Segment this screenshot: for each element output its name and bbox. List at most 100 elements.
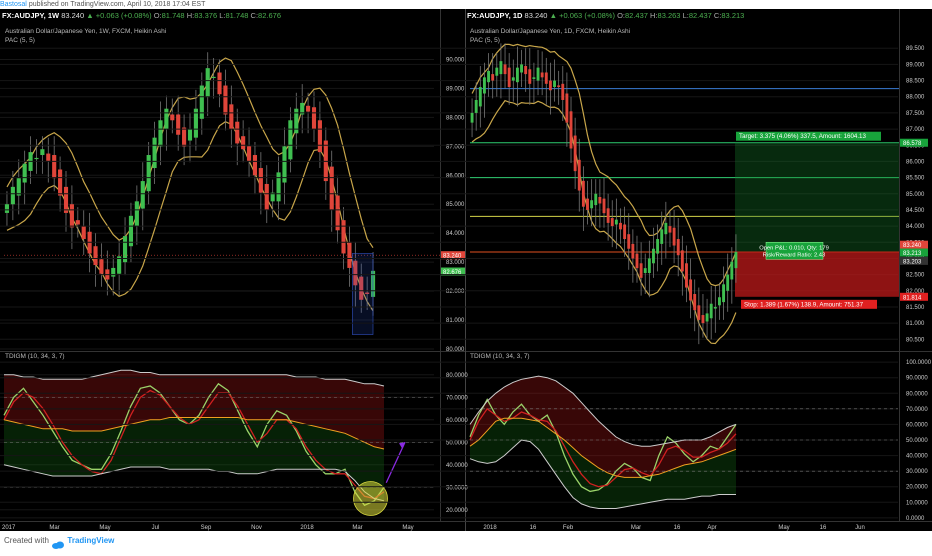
right-candle-body xyxy=(660,229,664,244)
left-close: 82.676 xyxy=(258,11,281,20)
left-open: 81.748 xyxy=(161,11,185,20)
right-open: 82.437 xyxy=(624,11,648,20)
left-candle-body xyxy=(199,85,204,119)
tradingview-link[interactable]: TradingView xyxy=(67,536,115,545)
charts-svg[interactable]: 90.000 89.000 88.000 87.000 86.000 85.000 84.0… xyxy=(0,9,932,531)
chart-area[interactable]: 90.000 89.000 88.000 87.000 86.000 85.000 84.0… xyxy=(0,9,932,531)
right-x-tick-label: 16 xyxy=(674,525,681,531)
left-osc-tick-label: 20.0000 xyxy=(446,508,468,514)
left-symbol: FX:AUDJPY, 1W xyxy=(2,11,60,20)
left-candle-body xyxy=(128,215,134,247)
right-candle-body xyxy=(652,248,655,264)
right-target-price-label: 86.578 xyxy=(903,141,922,147)
right-candle-body xyxy=(577,159,581,191)
left-candle-body xyxy=(16,178,21,196)
right-candle-body xyxy=(643,268,647,273)
left-close-badge xyxy=(441,267,465,276)
right-osc-tick-label: 40.0000 xyxy=(906,454,928,460)
right-price-tick-label: 80.500 xyxy=(906,337,925,343)
left-osc-tick-label: 80.0000 xyxy=(446,373,468,379)
tradingview-logo-icon xyxy=(51,537,65,549)
right-candle-body xyxy=(726,274,730,291)
left-candle-body xyxy=(69,204,74,228)
left-osc-arrow-line xyxy=(385,441,406,484)
left-candle-body xyxy=(58,169,63,196)
left-candle-body xyxy=(93,246,98,266)
left-candle-body xyxy=(164,108,169,129)
right-candle-body xyxy=(734,251,738,269)
right-candle-body xyxy=(705,313,709,322)
right-pnl-line1: Open P&L: 0.010, Qty: 179 xyxy=(759,245,829,251)
right-candle-body xyxy=(730,261,734,280)
right-osc-tick-label: 30.0000 xyxy=(906,469,928,475)
left-osc-upper-band-fill xyxy=(4,370,384,449)
right-candle-body xyxy=(507,67,511,88)
right-osc-tick-label: 70.0000 xyxy=(906,407,928,413)
right-candle-body xyxy=(586,198,589,210)
right-candle-body xyxy=(515,67,519,83)
publish-bar: Bastosal published on TradingView.com, A… xyxy=(0,0,932,9)
left-candle-body xyxy=(335,195,340,231)
left-x-tick-label: Mar xyxy=(352,525,362,531)
right-price-tick-label: 88.500 xyxy=(906,79,925,85)
right-candle-body xyxy=(569,111,573,149)
right-x-tick-label: 16 xyxy=(820,525,827,531)
left-x-tick-label: Sep xyxy=(201,525,212,531)
right-candle-body xyxy=(548,80,552,91)
author-link[interactable]: Bastosal xyxy=(0,1,27,8)
right-candle-body xyxy=(528,69,532,84)
right-osc-tick-label: 100.0000 xyxy=(906,360,932,366)
right-candle-body xyxy=(532,77,536,79)
right-target-label-bg xyxy=(736,131,881,141)
right-candle-body xyxy=(623,224,627,240)
right-candle-body xyxy=(606,208,610,223)
right-price-tick-label: 84.000 xyxy=(906,224,925,230)
right-osc-tick-label: 0.0000 xyxy=(906,516,925,522)
left-candle-body xyxy=(122,236,128,263)
right-last-badge xyxy=(900,240,928,249)
right-candle-body xyxy=(491,74,495,81)
right-candle-body xyxy=(524,66,528,75)
right-chart-title: Australian Dollar/Japanese Yen, 1D, FXCM… xyxy=(470,28,631,35)
left-candle-body xyxy=(211,76,216,79)
right-candle-body xyxy=(590,200,594,209)
right-pnl-box xyxy=(765,242,824,260)
left-osc-lower-band xyxy=(3,464,385,502)
right-price-tick-label: 81.500 xyxy=(906,305,925,311)
right-candle-body xyxy=(635,253,639,269)
right-close-price-label: 83.203 xyxy=(903,259,922,265)
left-price-tick-label: 88.000 xyxy=(446,115,465,121)
right-candle-body xyxy=(474,99,478,113)
left-osc-tick-label: 40.0000 xyxy=(446,463,468,469)
right-candle-body xyxy=(718,297,721,306)
left-candle-body xyxy=(235,121,240,144)
left-candle-body xyxy=(246,146,252,161)
right-price-tick-label: 87.000 xyxy=(906,127,925,133)
footer: Created with TradingView xyxy=(0,531,932,550)
left-osc-highlight-circle xyxy=(353,481,388,516)
right-candle-body xyxy=(536,67,540,81)
right-osc-label: TDIGM (10, 34, 3, 7) xyxy=(470,353,530,360)
left-candle-body xyxy=(300,102,305,115)
right-target-label: Target: 3.375 (4.06%) 337.5, Amount: 160… xyxy=(739,133,866,140)
left-candle-body xyxy=(187,128,193,141)
left-candle-body xyxy=(288,120,293,160)
left-candle-body xyxy=(276,172,281,202)
left-candle-body xyxy=(170,114,175,121)
left-candle-body xyxy=(353,260,358,286)
right-candle-body xyxy=(573,135,577,172)
left-candle-body xyxy=(176,114,181,135)
left-candle-body xyxy=(270,192,275,202)
right-candle-body xyxy=(544,72,548,84)
right-candle-body xyxy=(470,112,474,123)
right-candle-body xyxy=(487,70,490,83)
left-osc-label: TDIGM (10, 34, 3, 7) xyxy=(5,353,65,360)
left-candle-body xyxy=(52,155,57,179)
left-candle-body xyxy=(359,276,364,300)
left-candle-body xyxy=(10,186,15,205)
left-candle-body xyxy=(182,127,187,147)
right-candle-body xyxy=(598,197,602,204)
right-candle-body xyxy=(553,80,556,88)
left-candle-body xyxy=(282,146,287,183)
right-last: 83.240 xyxy=(524,11,548,20)
